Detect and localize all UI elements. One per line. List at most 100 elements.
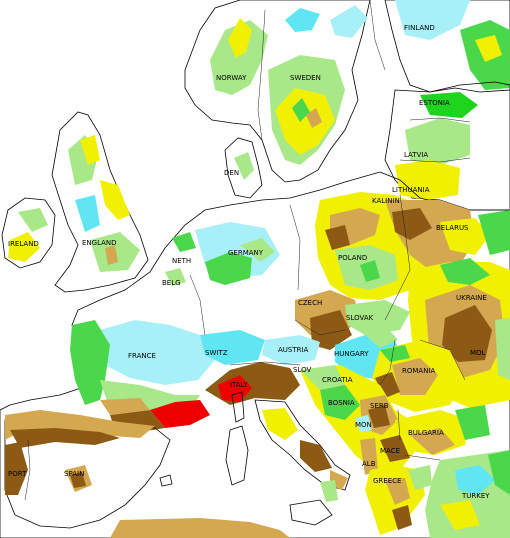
south-france-red-band: [150, 400, 210, 428]
belarus-green-east: [478, 210, 510, 255]
italy-peninsula: [254, 399, 351, 491]
belarus-brown: [392, 208, 432, 240]
label-france: FRANCE: [128, 352, 156, 360]
macedonia-brown: [380, 435, 410, 462]
british-isles: [1, 111, 149, 293]
label-latvia: LATVIA: [404, 151, 428, 159]
greece-light-green: [408, 465, 432, 490]
label-italy: ITALY: [230, 381, 249, 389]
greece-tan: [385, 478, 410, 505]
poland-green-spot: [360, 260, 380, 282]
ukraine-light-green-east: [495, 318, 510, 380]
country-borders: [24, 0, 471, 501]
spain-south-tan: [110, 518, 290, 538]
norway-sweden-landmass: [184, 0, 371, 183]
label-belg: BELG: [162, 279, 181, 287]
sicily: [289, 499, 333, 526]
label-ukraine: UKRAINE: [456, 294, 487, 302]
ireland-light-green: [18, 208, 48, 232]
spain-brown-spot: [70, 472, 86, 488]
turkey-cyan: [455, 465, 495, 495]
label-den: DEN: [224, 169, 239, 177]
border-latvia-lithuania: [399, 157, 471, 163]
sweden-yellow-zone: [275, 88, 335, 155]
label-hungary: HUNGARY: [334, 350, 369, 358]
latvia-light-green: [405, 118, 470, 165]
label-mon: MON: [355, 421, 372, 429]
finland-region: [384, 0, 510, 93]
albania-tan: [360, 438, 378, 475]
romania-green: [380, 345, 410, 362]
calabria-green: [320, 480, 338, 502]
label-slov: SLOV: [293, 366, 311, 374]
ireland-yellow: [8, 232, 40, 262]
border-spain-portugal: [24, 439, 31, 501]
italy-brown-south: [300, 440, 332, 472]
label-turkey: TURKEY: [461, 492, 490, 500]
romania-brown: [375, 372, 400, 398]
germany-light-green-patch: [240, 238, 275, 262]
label-norway: NORWAY: [216, 74, 247, 82]
turkey-yellow: [440, 500, 480, 530]
belarus-yellow-east: [440, 218, 490, 255]
great-britain-landmass: [51, 111, 149, 293]
border-germany-poland: [289, 204, 301, 291]
finland-landmass: [384, 0, 510, 93]
north-italy-brown-band: [205, 362, 300, 405]
turkey-green: [488, 450, 510, 495]
sweden-green-spot: [292, 98, 310, 122]
border-romania-ukraine: [419, 339, 466, 381]
border-austria-italy: [229, 361, 301, 366]
denmark-light-green: [234, 152, 254, 180]
label-belarus: BELARUS: [436, 224, 469, 232]
england-yellow-band: [100, 180, 130, 220]
label-greece: GREECE: [373, 477, 401, 485]
label-austria: AUSTRIA: [278, 346, 309, 354]
norway-yellow-patch: [228, 18, 252, 58]
poland-brown-west: [325, 225, 350, 250]
north-italy-red: [218, 375, 252, 402]
finland-light-cyan-zone: [395, 0, 470, 40]
label-switz: SWITZ: [205, 349, 228, 357]
greece-brown-south: [392, 505, 412, 530]
britain-cyan-zone: [75, 195, 100, 232]
label-kaliningrad: KALININ: [372, 197, 400, 205]
switz-cyan: [200, 330, 265, 365]
norway-light-green-zone: [210, 20, 268, 95]
denmark-landmass: [224, 137, 263, 199]
mainland-base: [0, 171, 510, 538]
label-czech: CZECH: [298, 299, 322, 307]
label-poland: POLAND: [338, 254, 367, 262]
label-bulgaria: BULGARIA: [408, 429, 444, 437]
label-ireland: IRELAND: [8, 240, 39, 248]
border-czech-austria: [294, 319, 346, 336]
label-germany: GERMANY: [228, 249, 264, 257]
lithuania-yellow: [395, 160, 460, 200]
iberia-north-brown: [10, 428, 120, 448]
scandinavia-region: [184, 0, 371, 183]
label-serb: SERB: [370, 402, 389, 410]
label-mol: MOL: [470, 349, 486, 357]
label-estonia: ESTONIA: [419, 99, 450, 107]
border-serbia-bulgaria: [397, 409, 401, 441]
border-norway-sweden: [257, 9, 266, 141]
label-neth: NETH: [172, 257, 191, 265]
sweden-tan-spot: [306, 108, 322, 128]
serbia-brown: [368, 405, 390, 428]
border-france-germany: [189, 274, 206, 336]
croatia-light-green: [300, 365, 345, 390]
balearic-island: [159, 474, 173, 487]
ireland-landmass: [1, 197, 56, 269]
germany-green-patches: [205, 252, 252, 285]
sweden-cyan-north: [285, 8, 320, 32]
sardinia: [225, 425, 249, 486]
country-labels: FINLAND NORWAY SWEDEN ESTONIA LATVIA LIT…: [8, 24, 490, 500]
slovak-light-green: [345, 300, 410, 335]
border-estonia-latvia: [409, 117, 471, 123]
border-hungary-romania: [379, 339, 396, 386]
france-light-cyan: [100, 320, 215, 385]
label-bosnia: BOSNIA: [328, 399, 355, 407]
label-romania: ROMANIA: [402, 367, 436, 375]
